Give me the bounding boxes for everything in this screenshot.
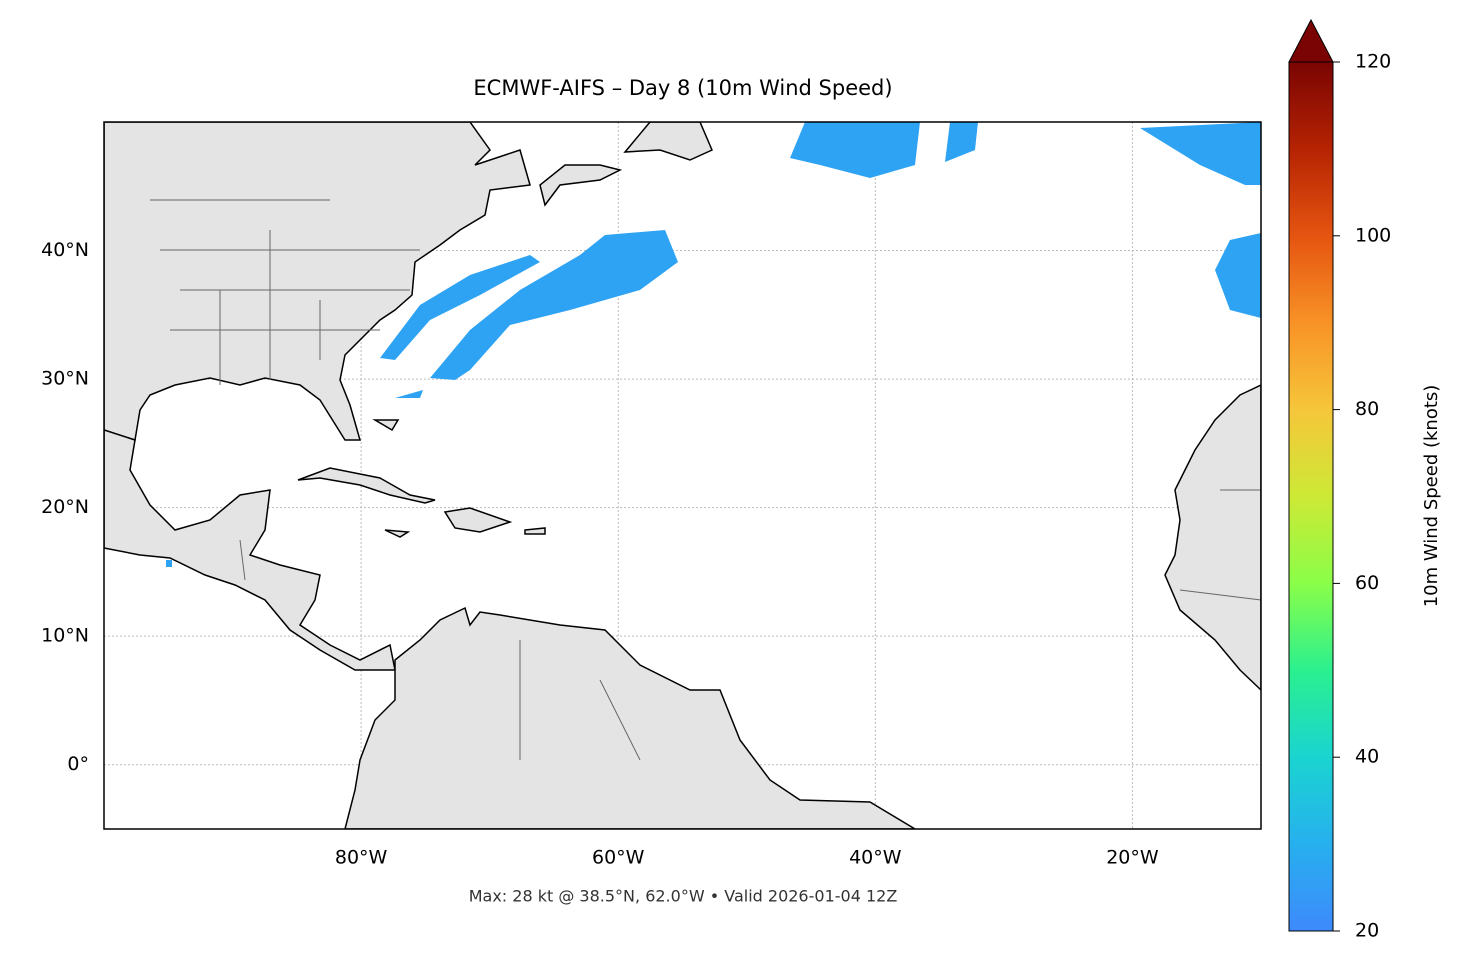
wind-region [1140,122,1261,185]
hispaniola [443,507,513,533]
africa [1164,384,1261,692]
bahamas [372,419,400,432]
y-tick-label: 20°N [41,496,89,518]
colorbar-extend [1288,18,1334,63]
x-tick-label: 80°W [335,847,388,869]
x-tick-label: 60°W [592,847,645,869]
greenland-tip [623,122,713,161]
state-borders [150,199,1261,761]
y-tick-label: 40°N [41,239,89,261]
wind-region [395,390,423,398]
x-tick-label: 20°W [1106,847,1159,869]
map-frame [103,121,1262,830]
colorbar-tick-label: 100 [1355,224,1391,246]
y-tick-label: 0° [67,753,89,775]
jamaica [384,529,411,538]
wind-region [945,122,978,162]
newfoundland [539,164,623,207]
colorbar-tick-label: 40 [1355,746,1379,768]
y-tick-label: 10°N [41,625,89,647]
central-america [104,429,396,671]
colorbar-tick-label: 20 [1355,920,1379,942]
wind-region [430,230,678,380]
colorbar-tick-label: 60 [1355,572,1379,594]
south-america [344,606,917,829]
colorbar-tick-label: 80 [1355,398,1379,420]
wind-region [790,122,920,178]
north-america [104,122,531,441]
cuba [297,467,436,504]
colorbar [1288,61,1334,932]
map-title: ECMWF-AIFS – Day 8 (10m Wind Speed) [473,76,892,100]
wind-region [166,560,172,567]
map-content [104,122,1261,829]
puerto-rico [524,527,546,535]
x-tick-label: 40°W [849,847,902,869]
wind-region [1215,233,1261,318]
colorbar-label: 10m Wind Speed (knots) [1421,385,1442,608]
wind-region [380,255,540,360]
colorbar-tick-label: 120 [1355,51,1391,73]
footer-note: Max: 28 kt @ 38.5°N, 62.0°W • Valid 2026… [469,887,898,906]
y-tick-label: 30°N [41,368,89,390]
